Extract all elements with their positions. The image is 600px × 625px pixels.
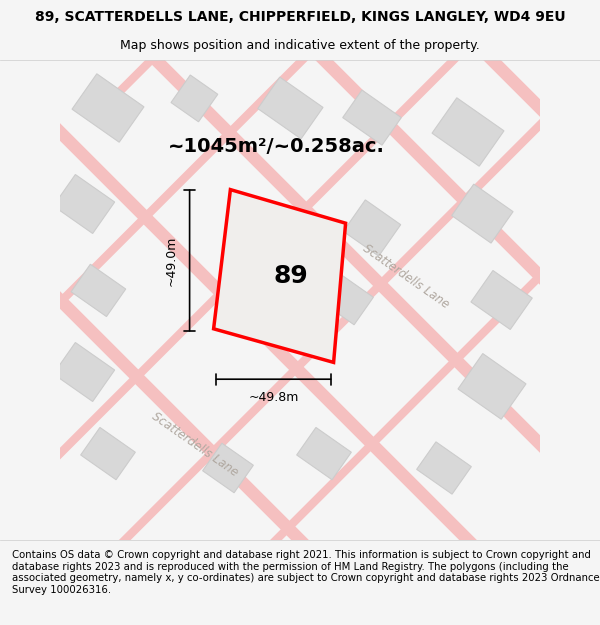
Text: 89, SCATTERDELLS LANE, CHIPPERFIELD, KINGS LANGLEY, WD4 9EU: 89, SCATTERDELLS LANE, CHIPPERFIELD, KIN… xyxy=(35,10,565,24)
Text: Scatterdells Lane: Scatterdells Lane xyxy=(149,409,240,479)
Text: Scatterdells Lane: Scatterdells Lane xyxy=(360,241,451,311)
Polygon shape xyxy=(80,428,136,480)
Polygon shape xyxy=(53,174,115,234)
Polygon shape xyxy=(432,98,504,166)
Polygon shape xyxy=(72,74,144,142)
Polygon shape xyxy=(203,443,253,493)
Polygon shape xyxy=(53,342,115,401)
Polygon shape xyxy=(343,90,401,145)
Polygon shape xyxy=(343,200,401,256)
Polygon shape xyxy=(323,275,373,325)
Text: ~49.0m: ~49.0m xyxy=(164,235,178,286)
Text: ~49.8m: ~49.8m xyxy=(248,391,299,404)
Text: Contains OS data © Crown copyright and database right 2021. This information is : Contains OS data © Crown copyright and d… xyxy=(12,550,599,595)
Text: 89: 89 xyxy=(273,264,308,288)
Polygon shape xyxy=(452,184,513,243)
Text: Map shows position and indicative extent of the property.: Map shows position and indicative extent… xyxy=(120,39,480,51)
Polygon shape xyxy=(296,428,352,480)
Polygon shape xyxy=(171,75,218,122)
Text: ~1045m²/~0.258ac.: ~1045m²/~0.258ac. xyxy=(167,137,385,156)
Polygon shape xyxy=(458,354,526,419)
Polygon shape xyxy=(258,77,323,139)
Polygon shape xyxy=(214,189,346,362)
Polygon shape xyxy=(71,264,126,316)
Polygon shape xyxy=(471,271,532,329)
Polygon shape xyxy=(416,442,472,494)
